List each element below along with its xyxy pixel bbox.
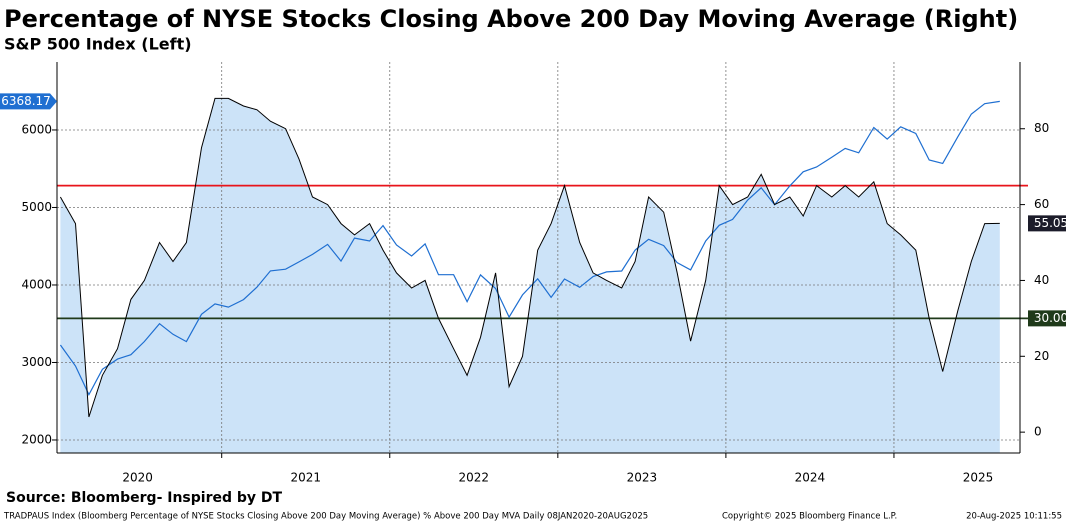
y2-tick-label: 20: [1034, 349, 1049, 363]
x-tick-label: 2023: [627, 471, 658, 485]
chart-title: Percentage of NYSE Stocks Closing Above …: [4, 5, 1018, 33]
y2-tick-label: 80: [1034, 121, 1049, 135]
y-tick-label: 2000: [21, 432, 52, 446]
y2-tick-label: 60: [1034, 197, 1049, 211]
x-tick-label: 2022: [459, 471, 490, 485]
footer-copyright: Copyright© 2025 Bloomberg Finance L.P.: [722, 512, 897, 522]
last-value-label: 6368.17: [1, 94, 51, 108]
reference-label: 30.00: [1034, 311, 1066, 325]
area: [60, 98, 1000, 454]
footer-description: TRADPAUS Index (Bloomberg Percentage of …: [3, 512, 648, 522]
footer-timestamp: 20-Aug-2025 10:11:55: [966, 512, 1062, 522]
series-line: [59, 97, 1000, 418]
y2-tick-label: 40: [1034, 273, 1049, 287]
source: Source: Bloomberg- Inspired by DT: [6, 490, 283, 506]
y-tick-label: 4000: [21, 277, 52, 291]
x-tick-label: 2025: [963, 471, 994, 485]
series-line: [59, 100, 1000, 396]
last-value-label: 55.05: [1034, 216, 1066, 230]
chart-subtitle: S&P 500 Index (Left): [4, 35, 192, 54]
value-box: [1028, 310, 1066, 327]
value-box: [1028, 215, 1066, 232]
y-tick-label: 3000: [21, 355, 52, 369]
y-tick-label: 6000: [21, 122, 52, 136]
y2-tick-label: 0: [1034, 425, 1042, 439]
value-box: [0, 93, 57, 110]
y-tick-label: 5000: [21, 200, 52, 214]
x-tick-label: 2024: [795, 471, 826, 485]
x-tick-label: 2021: [290, 471, 321, 485]
x-tick-label: 2020: [122, 471, 153, 485]
